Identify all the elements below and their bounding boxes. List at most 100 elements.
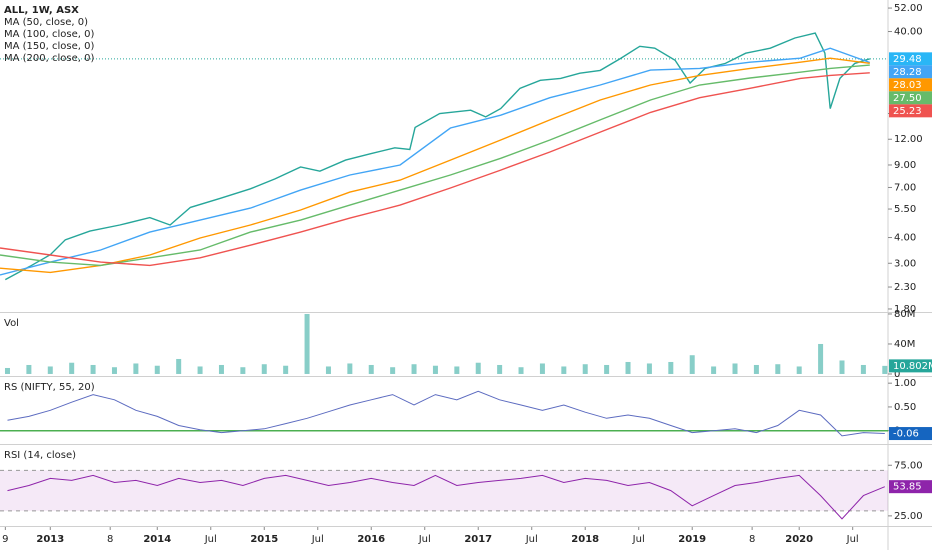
volume-bar xyxy=(26,364,32,374)
x-tick-label: 2014 xyxy=(143,534,171,545)
y-tick-label: 0 xyxy=(894,369,900,380)
last-value-box xyxy=(889,91,932,105)
x-tick-label: Jul xyxy=(311,534,324,545)
volume-bar xyxy=(304,313,310,374)
x-tick-label: Jul xyxy=(846,534,859,545)
volume-bar xyxy=(796,366,802,374)
legend-entry: MA (100, close, 0) xyxy=(4,29,94,40)
volume-bar xyxy=(347,363,353,374)
volume-bar xyxy=(390,367,396,374)
volume-bar xyxy=(604,364,610,374)
volume-bar xyxy=(368,364,374,374)
y-tick-label: 2.30 xyxy=(894,282,916,293)
last-value-box xyxy=(889,65,932,79)
x-tick-label: 8 xyxy=(107,534,113,545)
series-line xyxy=(0,47,871,276)
legend-entry: MA (50, close, 0) xyxy=(4,17,88,28)
volume-bar xyxy=(111,367,117,374)
volume-bar xyxy=(154,365,160,374)
rsi-band xyxy=(0,470,888,511)
last-value-label: -0.06 xyxy=(893,429,919,440)
x-tick-label: 9 xyxy=(2,534,8,545)
last-value-label: 29.48 xyxy=(893,54,922,65)
y-tick-label: 1.80 xyxy=(894,304,916,315)
volume-bar xyxy=(261,364,267,374)
last-value-box xyxy=(889,480,932,494)
pane-title: Vol xyxy=(4,318,19,329)
series-line xyxy=(7,390,885,437)
x-tick-label: 2015 xyxy=(250,534,278,545)
volume-bar xyxy=(539,363,545,374)
volume-bar xyxy=(69,362,75,374)
pane-title: ALL, 1W, ASX xyxy=(4,5,79,16)
y-tick-label: 25.00 xyxy=(894,511,923,522)
volume-bar xyxy=(4,367,10,374)
last-value-label: 10.802M xyxy=(893,361,932,372)
volume-bar xyxy=(775,364,781,374)
volume-bar xyxy=(860,364,866,374)
volume-bar xyxy=(668,361,674,374)
y-tick-label: 7.00 xyxy=(894,182,916,193)
last-value-box xyxy=(889,359,932,373)
last-value-box xyxy=(889,78,932,92)
series-line xyxy=(0,64,870,267)
volume-bar xyxy=(47,366,53,374)
x-tick-label: 2020 xyxy=(785,534,813,545)
x-tick-label: 2019 xyxy=(678,534,706,545)
volume-bar xyxy=(90,364,96,374)
volume-bar xyxy=(240,367,246,374)
volume-bar xyxy=(497,364,503,374)
volume-bar xyxy=(689,355,695,374)
volume-bar xyxy=(561,366,567,374)
volume-bar xyxy=(518,367,524,374)
volume-bar xyxy=(411,364,417,374)
volume-bar xyxy=(646,363,652,374)
x-tick-label: Jul xyxy=(525,534,538,545)
volume-bar xyxy=(732,363,738,374)
x-tick-label: Jul xyxy=(418,534,431,545)
last-value-label: 25.23 xyxy=(893,106,922,117)
volume-bar xyxy=(176,358,182,374)
legend-entry: MA (150, close, 0) xyxy=(4,41,94,52)
series-line xyxy=(0,57,870,274)
volume-bar xyxy=(133,363,139,374)
last-value-label: 28.28 xyxy=(893,67,922,78)
last-value-label: 27.50 xyxy=(893,93,922,104)
volume-bar xyxy=(839,360,845,374)
y-tick-label: 3.00 xyxy=(894,258,916,269)
y-tick-label: 9.00 xyxy=(894,160,916,171)
volume-bar xyxy=(711,366,717,374)
volume-bar xyxy=(218,364,224,374)
y-tick-label: 5.50 xyxy=(894,204,916,215)
pane-title: RSI (14, close) xyxy=(4,450,76,461)
x-tick-label: Jul xyxy=(632,534,645,545)
volume-bar xyxy=(882,365,888,374)
last-value-box xyxy=(889,52,932,66)
volume-bar xyxy=(582,364,588,374)
y-tick-label: 52.00 xyxy=(894,3,923,14)
last-value-label: 28.03 xyxy=(893,80,922,91)
y-tick-label: 40.00 xyxy=(894,27,923,38)
volume-bar xyxy=(818,343,824,374)
legend-entry: MA (200, close, 0) xyxy=(4,53,94,64)
y-tick-label: 75.00 xyxy=(894,460,923,471)
x-tick-label: 2018 xyxy=(571,534,599,545)
y-tick-label: 1.00 xyxy=(894,378,916,389)
x-tick-label: 2017 xyxy=(464,534,492,545)
last-value-box xyxy=(889,427,932,441)
series-line xyxy=(4,32,871,281)
x-tick-label: 8 xyxy=(749,534,755,545)
volume-bar xyxy=(197,366,203,374)
volume-bar xyxy=(325,366,331,374)
y-tick-label: 12.00 xyxy=(894,134,923,145)
last-value-label: 53.85 xyxy=(893,482,922,493)
x-tick-label: 2013 xyxy=(36,534,64,545)
y-tick-label: 40M xyxy=(894,339,915,350)
volume-bar xyxy=(475,362,481,374)
volume-bar xyxy=(432,365,438,374)
y-tick-label: 0.50 xyxy=(894,402,916,413)
y-tick-label: 80M xyxy=(894,309,915,320)
